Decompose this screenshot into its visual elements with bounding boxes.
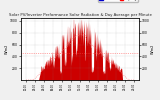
Y-axis label: W/m2: W/m2 bbox=[5, 44, 9, 54]
Title: Solar PV/Inverter Performance Solar Radiation & Day Average per Minute: Solar PV/Inverter Performance Solar Radi… bbox=[9, 13, 151, 17]
Legend: Solar Rad, Day Avg: Solar Rad, Day Avg bbox=[98, 0, 138, 2]
Y-axis label: W/m2: W/m2 bbox=[151, 44, 155, 54]
